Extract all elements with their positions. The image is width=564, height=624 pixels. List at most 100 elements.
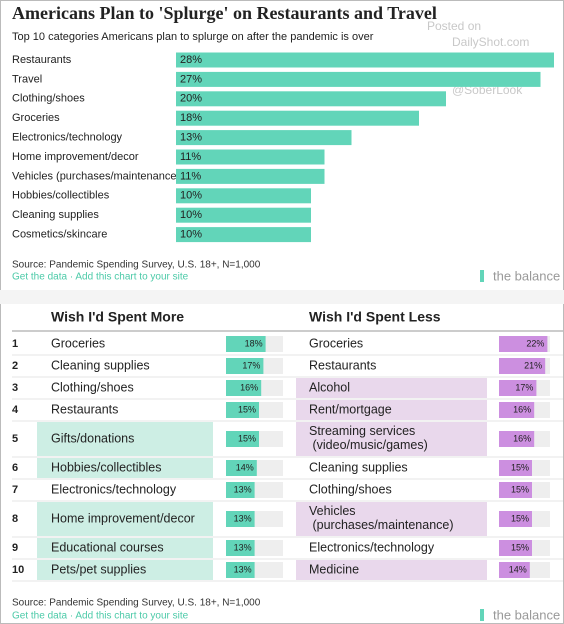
bar [176, 227, 311, 243]
category-label: Groceries [309, 336, 363, 350]
bar [176, 110, 419, 126]
value-label: 17% [242, 360, 260, 370]
bar [499, 460, 532, 476]
bar [226, 460, 257, 476]
value-label: 27% [180, 73, 202, 85]
rank: 10 [12, 564, 24, 576]
category-label: Hobbies/collectibles [12, 190, 110, 202]
bar [176, 207, 311, 223]
bar [499, 482, 532, 498]
rank: 6 [12, 462, 18, 474]
bar [226, 540, 255, 556]
value-label: 10% [180, 229, 202, 241]
category-label: Groceries [12, 112, 60, 124]
bar [226, 358, 264, 374]
chart-subtitle: Top 10 categories Americans plan to splu… [12, 31, 374, 43]
rank: 7 [12, 484, 18, 496]
category-label: Home improvement/decor [51, 511, 195, 525]
bar [499, 402, 535, 418]
value-label: 15% [511, 542, 529, 552]
bar [176, 130, 352, 146]
value-label: 16% [240, 382, 258, 392]
bar [499, 336, 548, 352]
value-label: 14% [236, 462, 254, 472]
rank: 9 [12, 542, 18, 554]
bar [226, 380, 262, 396]
bar [176, 52, 554, 68]
row-highlight [296, 502, 487, 536]
bar [226, 482, 255, 498]
rank: 3 [12, 382, 18, 394]
value-label: 11% [180, 170, 201, 182]
bar [499, 511, 532, 527]
category-label: Cleaning supplies [12, 209, 99, 221]
source: Source: Pandemic Spending Survey, U.S. 1… [12, 598, 261, 609]
links[interactable]: Get the data · Add this chart to your si… [12, 611, 189, 622]
bar [226, 402, 259, 418]
value-label: 13% [234, 564, 252, 574]
category-label: Cleaning supplies [51, 358, 150, 372]
value-label: 18% [245, 338, 263, 348]
bar [176, 91, 446, 107]
category-label: Hobbies/collectibles [51, 460, 161, 474]
value-label: 22% [526, 338, 544, 348]
logo-icon [480, 270, 484, 282]
rank: 4 [12, 404, 19, 416]
category-label: Electronics/technology [12, 132, 123, 144]
watermark: Posted on [427, 19, 481, 33]
logo: the balance [493, 268, 560, 283]
value-label: 11% [180, 151, 201, 163]
bar [176, 71, 541, 87]
category-label: Educational courses [51, 540, 164, 554]
table-header: Wish I'd Spent More [51, 309, 184, 325]
category-label: Clothing/shoes [309, 482, 392, 496]
row-highlight [37, 502, 213, 536]
bar [176, 149, 325, 165]
value-label: 15% [238, 433, 256, 443]
links[interactable]: Get the data · Add this chart to your si… [12, 272, 189, 283]
category-label: Vehicles (purchases/maintenance) [309, 504, 454, 532]
row-highlight [296, 422, 487, 456]
bar [226, 336, 266, 352]
value-label: 10% [180, 190, 202, 202]
value-label: 21% [524, 360, 542, 370]
value-label: 13% [180, 132, 202, 144]
row-highlight [37, 458, 213, 478]
rank: 2 [12, 360, 18, 372]
value-label: 16% [513, 433, 531, 443]
category-label: Groceries [51, 336, 105, 350]
row-highlight [296, 378, 487, 398]
value-label: 13% [234, 542, 252, 552]
rank: 8 [12, 513, 18, 525]
table-header: Wish I'd Spent Less [309, 309, 441, 325]
row-highlight [296, 560, 487, 580]
bar [499, 358, 546, 374]
source: Source: Pandemic Spending Survey, U.S. 1… [12, 260, 261, 271]
row-highlight [296, 400, 487, 420]
category-label: Travel [12, 73, 42, 85]
category-label: Restaurants [309, 358, 376, 372]
bar [499, 431, 535, 447]
row-highlight [37, 538, 213, 558]
value-label: 13% [234, 484, 252, 494]
category-label: Pets/pet supplies [51, 562, 146, 576]
category-label: Rent/mortgage [309, 402, 392, 416]
category-label: Cosmetics/skincare [12, 229, 107, 241]
rank: 5 [12, 433, 18, 445]
divider [0, 290, 564, 304]
value-label: 28% [180, 54, 202, 66]
bar [226, 431, 259, 447]
category-label: Clothing/shoes [51, 380, 134, 394]
value-label: 15% [511, 462, 529, 472]
logo: the balance [493, 607, 560, 622]
value-label: 15% [511, 513, 529, 523]
category-label: Gifts/donations [51, 431, 134, 445]
row-highlight [37, 560, 213, 580]
bar [499, 540, 532, 556]
category-label: Medicine [309, 562, 359, 576]
bar [176, 188, 311, 204]
category-label: Vehicles (purchases/maintenance) [12, 170, 180, 182]
watermark: DailyShot.com [452, 35, 529, 49]
value-label: 15% [238, 404, 256, 414]
